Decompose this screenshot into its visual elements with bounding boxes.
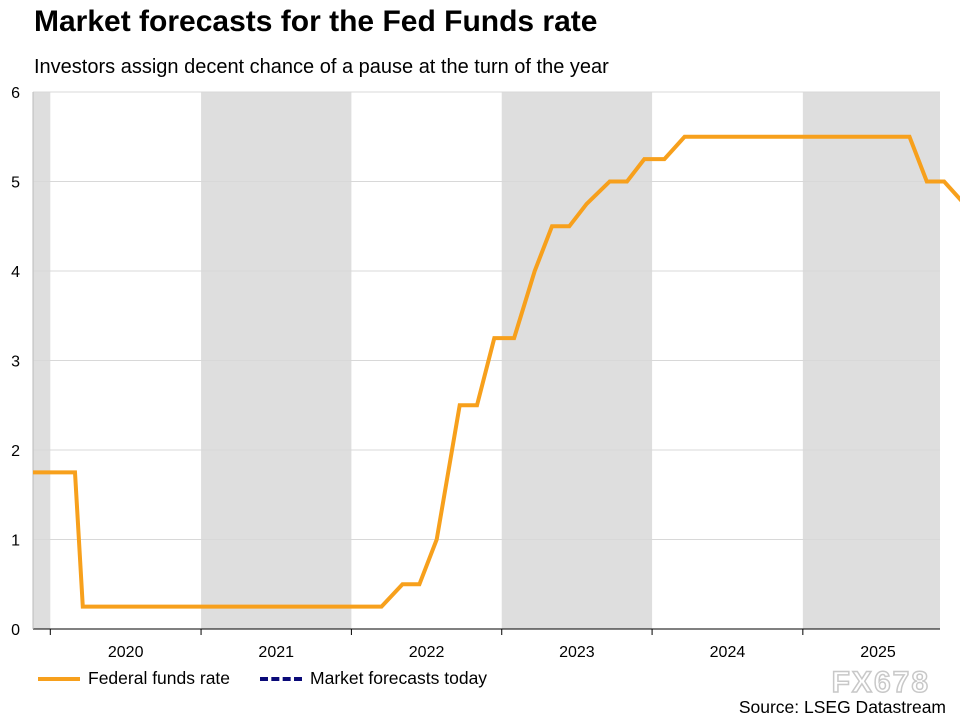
source-note: Source: LSEG Datastream (738, 697, 946, 717)
x-tick-label: 2020 (108, 644, 144, 661)
y-tick-label: 1 (11, 533, 20, 550)
axes: 0 1 2 3 4 5 6 2020 2021 2022 2023 2024 2025 (11, 85, 940, 661)
chart-subtitle: Investors assign decent chance of a paus… (34, 56, 609, 78)
gridlines (33, 91, 940, 540)
x-tick-label: 2022 (409, 644, 445, 661)
legend-label-forecast: Market forecasts today (310, 668, 488, 688)
legend-item-forecast: Market forecasts today (260, 668, 487, 689)
y-tick-label: 0 (11, 622, 20, 639)
x-tick-label: 2024 (710, 644, 746, 661)
legend-label-actual: Federal funds rate (88, 668, 231, 688)
x-tick-label: 2025 (860, 644, 896, 661)
legend-item-actual: Federal funds rate (38, 668, 230, 689)
chart-title: Market forecasts for the Fed Funds rate (34, 5, 598, 38)
y-tick-label: 6 (11, 85, 20, 102)
series (33, 134, 960, 609)
x-tick-label: 2023 (559, 644, 595, 661)
watermark-logo: FX678 (831, 665, 930, 700)
legend: Federal funds rate Market forecasts toda… (38, 668, 517, 689)
y-tick-label: 3 (11, 354, 20, 371)
y-tick-label: 2 (11, 443, 20, 460)
y-tick-label: 5 (11, 175, 20, 192)
x-tick-label: 2021 (258, 644, 294, 661)
legend-swatch-dashed (260, 676, 303, 681)
legend-swatch-solid (38, 676, 80, 681)
series-line-fed-funds-rate (33, 134, 960, 609)
y-tick-label: 4 (11, 264, 20, 281)
